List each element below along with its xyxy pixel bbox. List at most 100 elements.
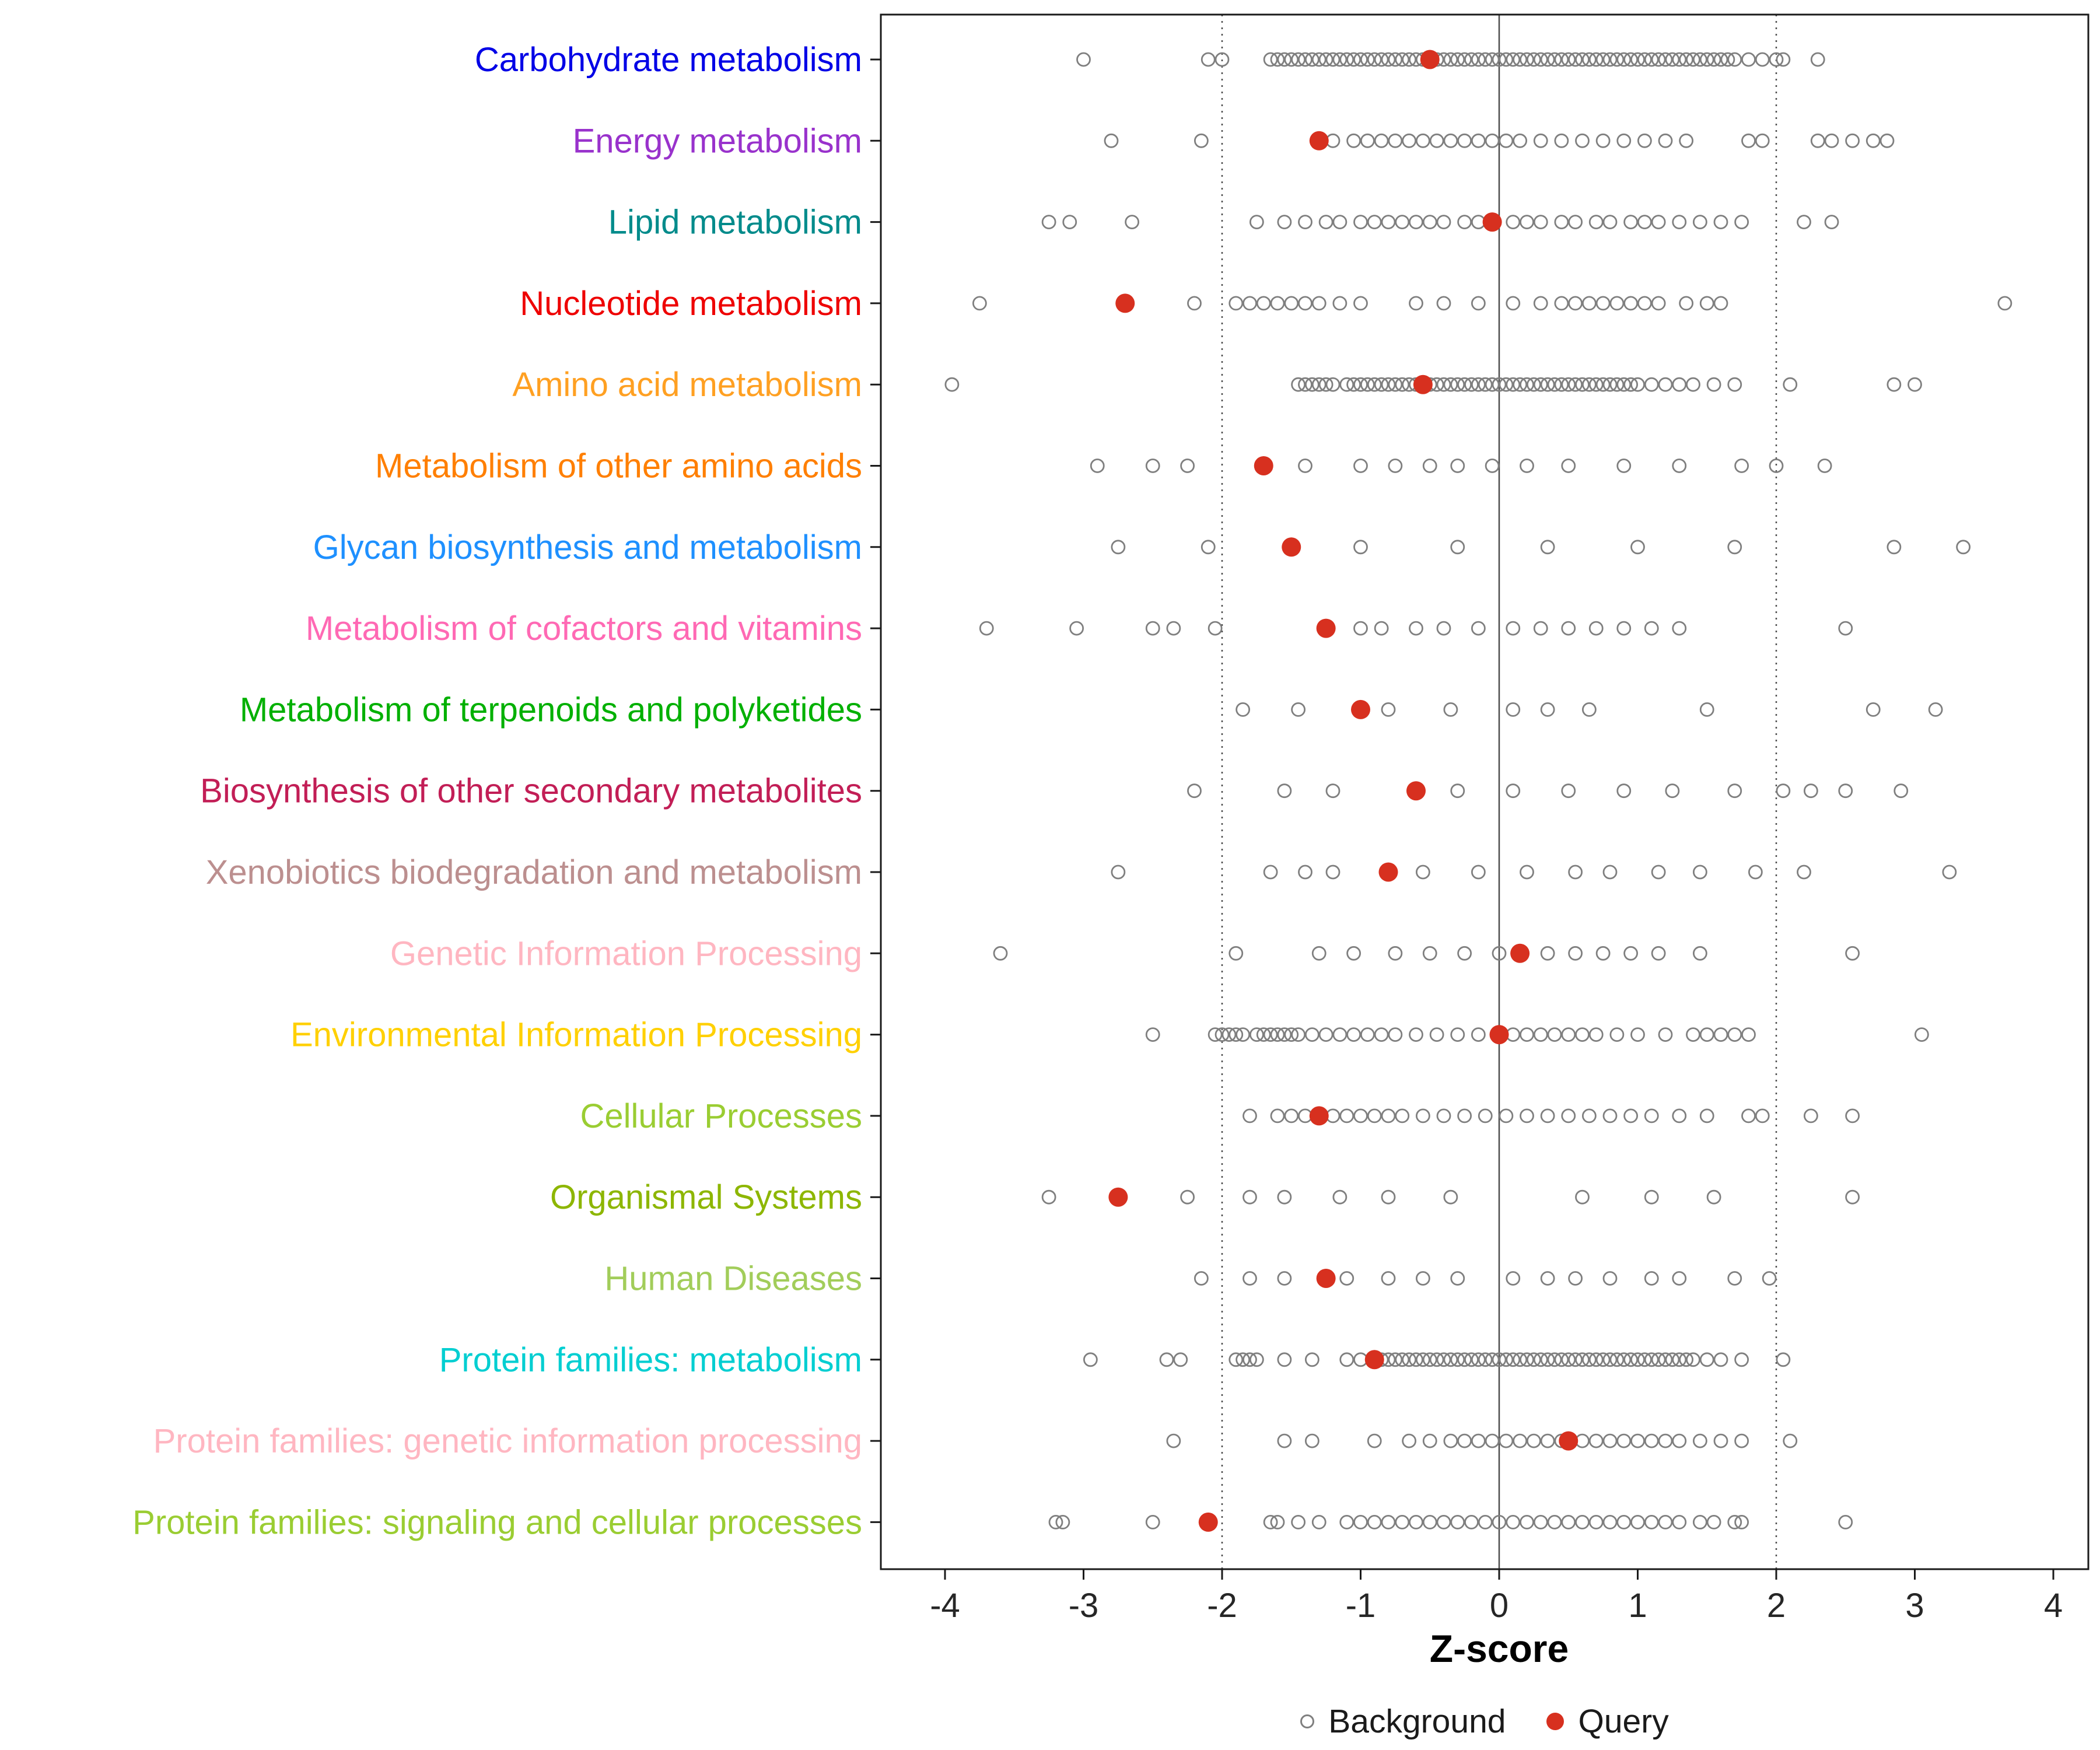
background-point xyxy=(1485,1433,1500,1448)
background-point xyxy=(1443,1189,1458,1205)
background-point xyxy=(1651,296,1666,311)
background-point xyxy=(1145,1027,1160,1042)
background-point xyxy=(1713,1433,1728,1448)
background-point xyxy=(1526,377,1541,392)
background-point xyxy=(1409,1352,1423,1367)
background-point xyxy=(1595,1352,1611,1367)
background-point xyxy=(1367,377,1382,392)
legend-item-background: Background xyxy=(1300,1702,1506,1741)
background-point xyxy=(1561,52,1576,67)
background-point xyxy=(1762,1271,1777,1286)
background-point xyxy=(1588,377,1604,392)
category-label: Metabolism of other amino acids xyxy=(375,447,862,485)
background-point xyxy=(1686,1352,1700,1367)
background-point xyxy=(1443,702,1458,717)
background-point xyxy=(1637,133,1652,148)
background-point xyxy=(1450,1514,1465,1530)
category-label: Glycan biosynthesis and metabolism xyxy=(313,528,862,566)
background-point xyxy=(1436,1514,1451,1530)
background-point xyxy=(1533,377,1548,392)
background-point xyxy=(1602,1433,1618,1448)
background-point xyxy=(1457,1352,1472,1367)
background-point xyxy=(1588,621,1604,636)
background-point xyxy=(1304,1433,1320,1448)
background-point xyxy=(1291,1514,1306,1530)
background-point xyxy=(1838,783,1853,799)
background-point xyxy=(1692,52,1707,67)
background-point xyxy=(1540,1108,1555,1124)
background-point xyxy=(1173,1352,1188,1367)
background-point xyxy=(1381,702,1396,717)
x-tick-label: -4 xyxy=(930,1587,960,1625)
background-point xyxy=(1485,1352,1500,1367)
background-point xyxy=(1409,215,1423,230)
background-point xyxy=(1263,1027,1278,1042)
background-point xyxy=(1727,52,1742,67)
background-point xyxy=(1214,1027,1230,1042)
background-point xyxy=(1506,215,1521,230)
background-point xyxy=(1457,946,1472,961)
background-point xyxy=(1339,377,1354,392)
background-point xyxy=(1595,52,1611,67)
background-point xyxy=(1409,1027,1423,1042)
background-point xyxy=(1575,1514,1590,1530)
background-point xyxy=(1436,377,1451,392)
background-point xyxy=(1478,377,1493,392)
background-point xyxy=(1513,1433,1528,1448)
background-point xyxy=(1318,215,1334,230)
legend-item-query: Query xyxy=(1546,1702,1669,1741)
background-point xyxy=(1595,377,1611,392)
background-point xyxy=(1485,377,1500,392)
background-point xyxy=(1339,1108,1354,1124)
background-point xyxy=(1533,133,1548,148)
background-point xyxy=(1325,52,1340,67)
background-point xyxy=(1609,296,1625,311)
background-point xyxy=(1679,296,1694,311)
background-point xyxy=(1402,133,1417,148)
background-point xyxy=(1242,1108,1257,1124)
background-point xyxy=(1249,1027,1264,1042)
background-point xyxy=(1568,52,1583,67)
background-point xyxy=(1623,52,1639,67)
background-point xyxy=(1367,215,1382,230)
background-point xyxy=(1540,540,1555,555)
background-point xyxy=(1381,215,1396,230)
background-point xyxy=(1381,1108,1396,1124)
background-point xyxy=(1602,1108,1618,1124)
background-point xyxy=(1838,1514,1853,1530)
background-point xyxy=(1561,1027,1576,1042)
background-point xyxy=(1602,52,1618,67)
background-point xyxy=(1630,1027,1645,1042)
background-point xyxy=(1588,1514,1604,1530)
query-point xyxy=(1316,1269,1336,1288)
background-point xyxy=(1575,1352,1590,1367)
background-point xyxy=(1457,1433,1472,1448)
background-point xyxy=(1443,377,1458,392)
background-point xyxy=(1443,133,1458,148)
background-point xyxy=(1540,52,1555,67)
background-point xyxy=(1581,296,1597,311)
background-point xyxy=(1699,296,1714,311)
background-point xyxy=(1506,1271,1521,1286)
background-point xyxy=(1616,1433,1632,1448)
background-point xyxy=(1499,1108,1514,1124)
background-point xyxy=(1727,783,1742,799)
background-point xyxy=(1506,1514,1521,1530)
x-tick-label: 1 xyxy=(1628,1587,1647,1625)
background-point xyxy=(1471,1433,1486,1448)
background-point xyxy=(1415,1271,1430,1286)
background-point xyxy=(1686,1027,1700,1042)
background-point xyxy=(1332,215,1348,230)
background-point xyxy=(1810,52,1825,67)
background-point xyxy=(1602,864,1618,880)
category-label: Amino acid metabolism xyxy=(512,366,862,404)
background-point xyxy=(1727,1027,1742,1042)
background-point xyxy=(1422,1433,1437,1448)
background-point xyxy=(1588,52,1604,67)
background-point xyxy=(1422,215,1437,230)
background-point xyxy=(1561,459,1576,473)
background-point xyxy=(1242,1271,1257,1286)
background-point xyxy=(1526,1433,1541,1448)
background-point xyxy=(1395,377,1410,392)
background-point xyxy=(1277,1271,1292,1286)
